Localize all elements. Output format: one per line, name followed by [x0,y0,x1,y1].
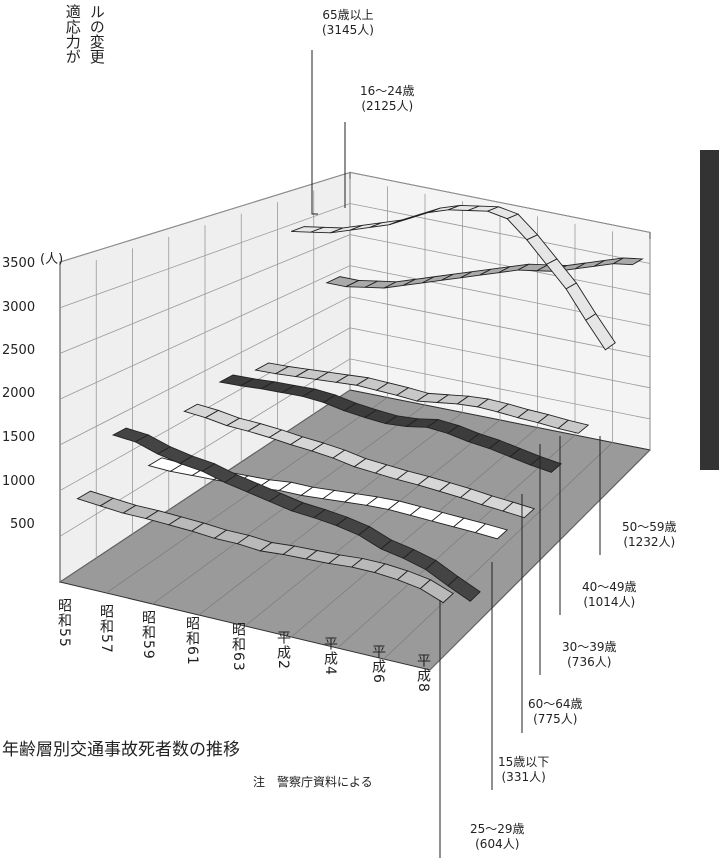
y-tick-3000: 3000 [2,300,36,315]
series-count: (775人) [533,712,578,726]
series-mark [474,523,509,540]
series-mark [557,419,590,434]
x-tick-label: 平成6 [370,644,386,684]
y-tick-1500: 1500 [2,430,36,445]
floor-gridline [383,442,613,660]
y-tick-1000: 1000 [2,474,36,489]
series-name: 65歳以上 [322,8,374,22]
series-mark [502,501,536,519]
y-tick-3500: 3500 [2,256,36,271]
y-axis-unit: (人) [40,252,64,267]
x-tick-label: 昭和59 [140,610,156,660]
page-text-column-2: 適応力が [63,4,82,64]
leader-line [311,50,318,215]
series-count: (1014人) [583,595,636,609]
series-mark [419,579,454,604]
series-count: (736人) [567,655,612,669]
gridline [59,171,651,263]
floor-gridline [59,389,351,583]
series-mark [529,456,563,473]
series-name: 40〜49歳 [582,580,637,594]
series-name: 25〜29歳 [470,822,525,836]
series-mark [585,313,616,351]
legend-label-30-39: 30〜39歳 (736人) [560,640,619,670]
x-tick-label: 平成8 [415,653,431,693]
series-name: 60〜64歳 [528,697,583,711]
x-tick-label: 平成2 [275,630,291,670]
x-tick-label: 平成4 [322,636,338,676]
series-name: 15歳以下 [498,755,550,769]
series-count: (331人) [501,770,546,784]
floor-gridline [337,434,576,649]
source-note: 注 警察庁資料による [253,775,373,789]
legend-label-40-49: 40〜49歳 (1014人) [580,580,639,610]
y-tick-2000: 2000 [2,386,36,401]
legend-label-60-64: 60〜64歳 (775人) [526,697,585,727]
dark-page-edge [700,150,719,470]
series-name: 16〜24歳 [360,84,415,98]
series-mark [611,257,644,266]
chart-title: 年齢層別交通事故死者数の推移 [2,740,240,760]
x-tick-label: 昭和55 [56,598,72,648]
series-count: (604人) [475,837,520,851]
x-tick-label: 昭和63 [230,622,246,672]
legend-label-under15: 15歳以下 (331人) [496,755,552,785]
series-count: (1232人) [623,535,676,549]
floor-gridline [244,419,501,627]
series-name: 30〜39歳 [562,640,617,654]
legend-label-65plus: 65歳以上 (3145人) [320,8,376,38]
legend-label-25-29: 25〜29歳 (604人) [468,822,527,852]
legend-label-16-24: 16〜24歳 (2125人) [358,84,417,114]
series-count: (3145人) [322,23,374,37]
x-tick-label: 昭和57 [98,604,114,654]
y-tick-500: 500 [10,517,35,532]
floor-gridline [291,427,538,638]
series-name: 50〜59歳 [622,520,677,534]
series-count: (2125人) [361,99,414,113]
page-text-column-1: ルの変更 [87,4,106,64]
series-mark [447,576,481,602]
x-tick-label: 昭和61 [184,616,200,666]
y-tick-2500: 2500 [2,343,36,358]
legend-label-50-59: 50〜59歳 (1232人) [620,520,679,550]
floor-gridline [106,397,388,594]
